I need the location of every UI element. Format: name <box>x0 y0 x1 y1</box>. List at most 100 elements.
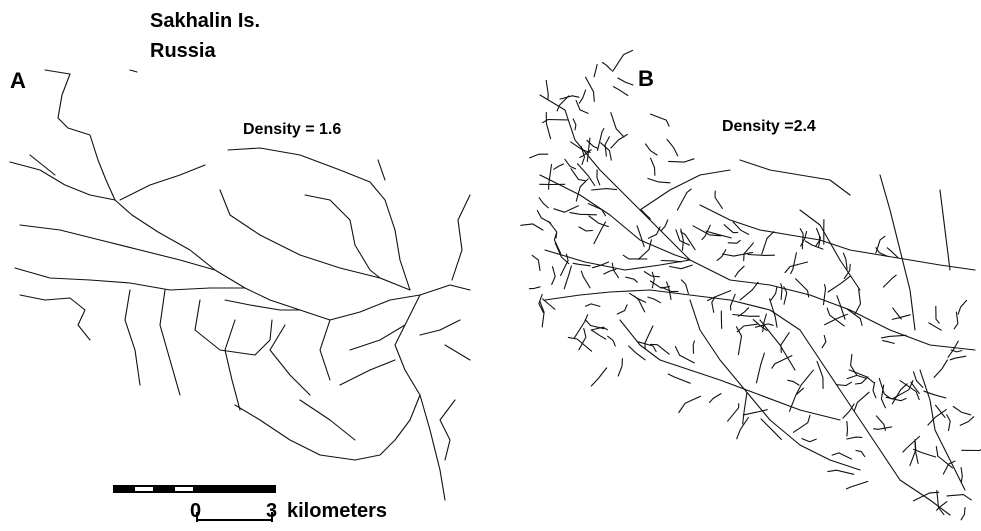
tributary <box>855 289 861 314</box>
tributary <box>893 308 902 319</box>
tributary <box>651 158 655 175</box>
tributary <box>794 415 811 432</box>
tributary <box>847 437 862 439</box>
tributary <box>651 114 670 126</box>
tributary <box>712 297 715 312</box>
tributary <box>629 346 646 360</box>
tributary <box>613 50 633 71</box>
tributary <box>757 353 765 383</box>
tributary <box>883 275 896 287</box>
scale-unit: kilometers <box>287 500 387 522</box>
tributary <box>593 262 609 268</box>
tributary <box>648 297 661 303</box>
tributary <box>876 236 885 253</box>
tributary <box>565 159 576 169</box>
tributary <box>592 189 617 190</box>
tributary <box>873 383 876 398</box>
tributary <box>540 301 544 327</box>
tributary <box>578 164 595 186</box>
tributary <box>717 250 726 261</box>
tributary <box>874 427 892 429</box>
tributary <box>623 255 647 259</box>
tributary <box>652 272 654 288</box>
scale-bar-segment <box>175 487 193 491</box>
tributary <box>554 206 579 212</box>
tributary <box>667 139 678 156</box>
tributary <box>854 392 869 411</box>
figure: Sakhalin Is. Russia A B Density = 1.6 De… <box>0 0 981 531</box>
tributary <box>564 266 571 289</box>
tributary <box>882 335 907 338</box>
tributary <box>954 312 958 329</box>
tributary <box>579 227 593 231</box>
tributary <box>668 374 690 383</box>
tributary <box>733 315 760 317</box>
tributary <box>591 368 606 386</box>
tributary <box>618 78 633 85</box>
tributary <box>543 299 555 309</box>
tributary <box>958 301 966 315</box>
tributary <box>928 410 946 426</box>
tributary <box>724 225 738 233</box>
tributary <box>936 306 939 323</box>
tributary <box>642 210 651 219</box>
tributary <box>822 335 826 347</box>
tributary <box>762 232 774 254</box>
tributary <box>828 470 854 474</box>
tributary <box>913 492 938 501</box>
tributary <box>591 330 605 339</box>
tributary <box>589 216 608 227</box>
tributary <box>532 255 540 270</box>
tributary <box>679 396 701 412</box>
tributary <box>948 341 958 357</box>
tributary <box>630 293 646 302</box>
tributary <box>961 468 962 483</box>
tributary <box>617 305 627 314</box>
tributary <box>929 323 941 330</box>
tributary <box>573 263 590 266</box>
tributary <box>903 436 920 452</box>
tributary <box>529 287 540 289</box>
tributary <box>911 382 919 393</box>
tributary <box>856 377 869 384</box>
tributary <box>801 231 807 246</box>
tributary <box>648 179 670 183</box>
tributary <box>837 382 852 385</box>
tributary <box>847 422 848 437</box>
tributary <box>675 347 694 363</box>
tributary <box>744 243 754 261</box>
tributary <box>597 170 600 185</box>
panel-label: B <box>638 66 654 91</box>
tributary <box>710 394 722 403</box>
tributary <box>581 271 590 288</box>
tributary <box>846 309 862 326</box>
tributary <box>740 282 758 300</box>
tributary <box>521 224 543 230</box>
tributary <box>892 381 913 400</box>
tributary <box>611 113 624 137</box>
tributary <box>549 165 552 190</box>
tributary <box>594 65 597 77</box>
tributary <box>856 451 865 457</box>
tributary <box>728 240 740 243</box>
tributary <box>879 378 890 398</box>
tributary <box>576 100 588 113</box>
tributary <box>737 324 757 332</box>
tributary <box>661 220 667 231</box>
tributary <box>586 77 595 101</box>
tributary <box>552 267 556 285</box>
scale-label: 3 <box>266 500 277 522</box>
scale-label: 0 <box>190 500 201 522</box>
tributary <box>962 448 981 451</box>
tributary <box>608 336 616 346</box>
tributary <box>772 356 792 369</box>
tributary <box>586 304 600 307</box>
tributary <box>735 266 744 277</box>
tributary <box>832 453 851 459</box>
tributary <box>947 415 950 431</box>
river-network-a <box>10 70 470 500</box>
tributary <box>618 359 622 376</box>
tributary <box>693 341 694 353</box>
tributary <box>781 284 782 300</box>
tributary <box>554 164 564 169</box>
